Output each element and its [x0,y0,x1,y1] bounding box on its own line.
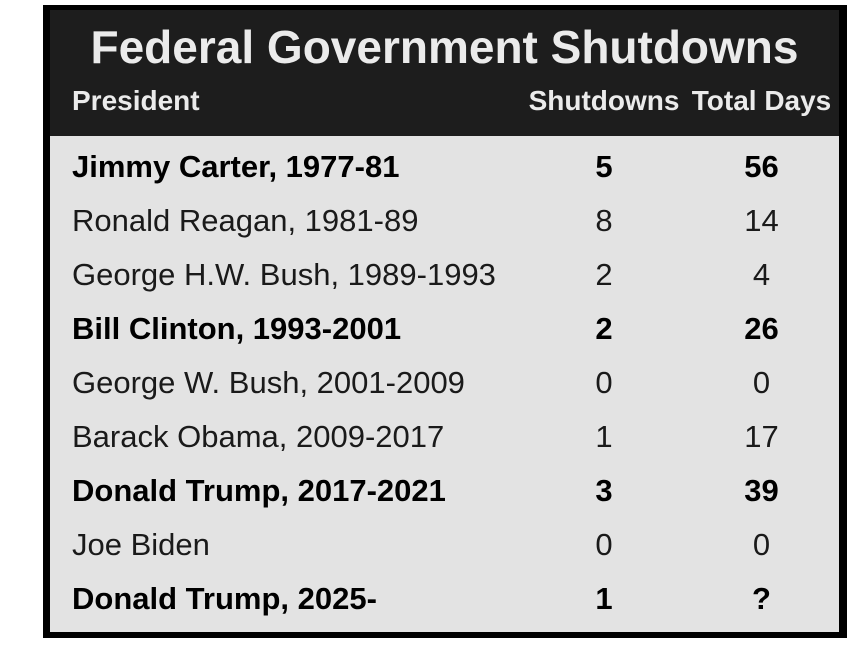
total-days-cell: 4 [752,257,771,292]
table-row: Ronald Reagan, 1981-89 8 14 [50,194,839,248]
table-body: Jimmy Carter, 1977-81 5 56 Ronald Reagan… [50,136,839,632]
total-days-cell: 17 [744,419,779,454]
table-header: Federal Government Shutdowns President S… [50,10,839,136]
table-row: Donald Trump, 2017-2021 3 39 [50,464,839,518]
table-row: Donald Trump, 2025- 1 ? [50,572,839,626]
president-cell: Ronald Reagan, 1981-89 [72,203,419,238]
shutdowns-cell: 0 [595,527,613,562]
shutdowns-cell: 2 [595,311,613,346]
total-days-cell: 56 [744,149,779,184]
table-row: George W. Bush, 2001-2009 0 0 [50,356,839,410]
table-row: Barack Obama, 2009-2017 1 17 [50,410,839,464]
president-cell: Jimmy Carter, 1977-81 [72,149,400,184]
shutdowns-cell: 8 [595,203,613,238]
column-header-total-days: Total Days [691,85,832,116]
column-header-shutdowns: Shutdowns [528,85,680,116]
column-header-president: President [72,85,200,116]
table-title: Federal Government Shutdowns [90,21,799,73]
column-header-row: President Shutdowns Total Days [50,84,839,118]
president-cell: Bill Clinton, 1993-2001 [72,311,402,346]
president-cell: George H.W. Bush, 1989-1993 [72,257,496,292]
total-days-cell: 39 [744,473,779,508]
shutdowns-cell: 0 [595,365,613,400]
total-days-cell: ? [752,581,771,616]
table-row: Bill Clinton, 1993-2001 2 26 [50,302,839,356]
table-row: Joe Biden 0 0 [50,518,839,572]
total-days-cell: 0 [752,365,771,400]
president-cell: George W. Bush, 2001-2009 [72,365,465,400]
shutdowns-cell: 3 [595,473,613,508]
total-days-cell: 26 [744,311,779,346]
president-cell: Barack Obama, 2009-2017 [72,419,445,454]
total-days-cell: 0 [752,527,771,562]
table-row: George H.W. Bush, 1989-1993 2 4 [50,248,839,302]
shutdowns-table: Federal Government Shutdowns President S… [43,5,847,638]
president-cell: Joe Biden [72,527,210,562]
total-days-cell: 14 [744,203,779,238]
shutdowns-cell: 2 [595,257,613,292]
shutdowns-cell: 5 [595,149,613,184]
president-cell: Donald Trump, 2025- [72,581,377,616]
shutdowns-cell: 1 [595,419,613,454]
table-row: Jimmy Carter, 1977-81 5 56 [50,140,839,194]
shutdowns-cell: 1 [595,581,613,616]
president-cell: Donald Trump, 2017-2021 [72,473,446,508]
